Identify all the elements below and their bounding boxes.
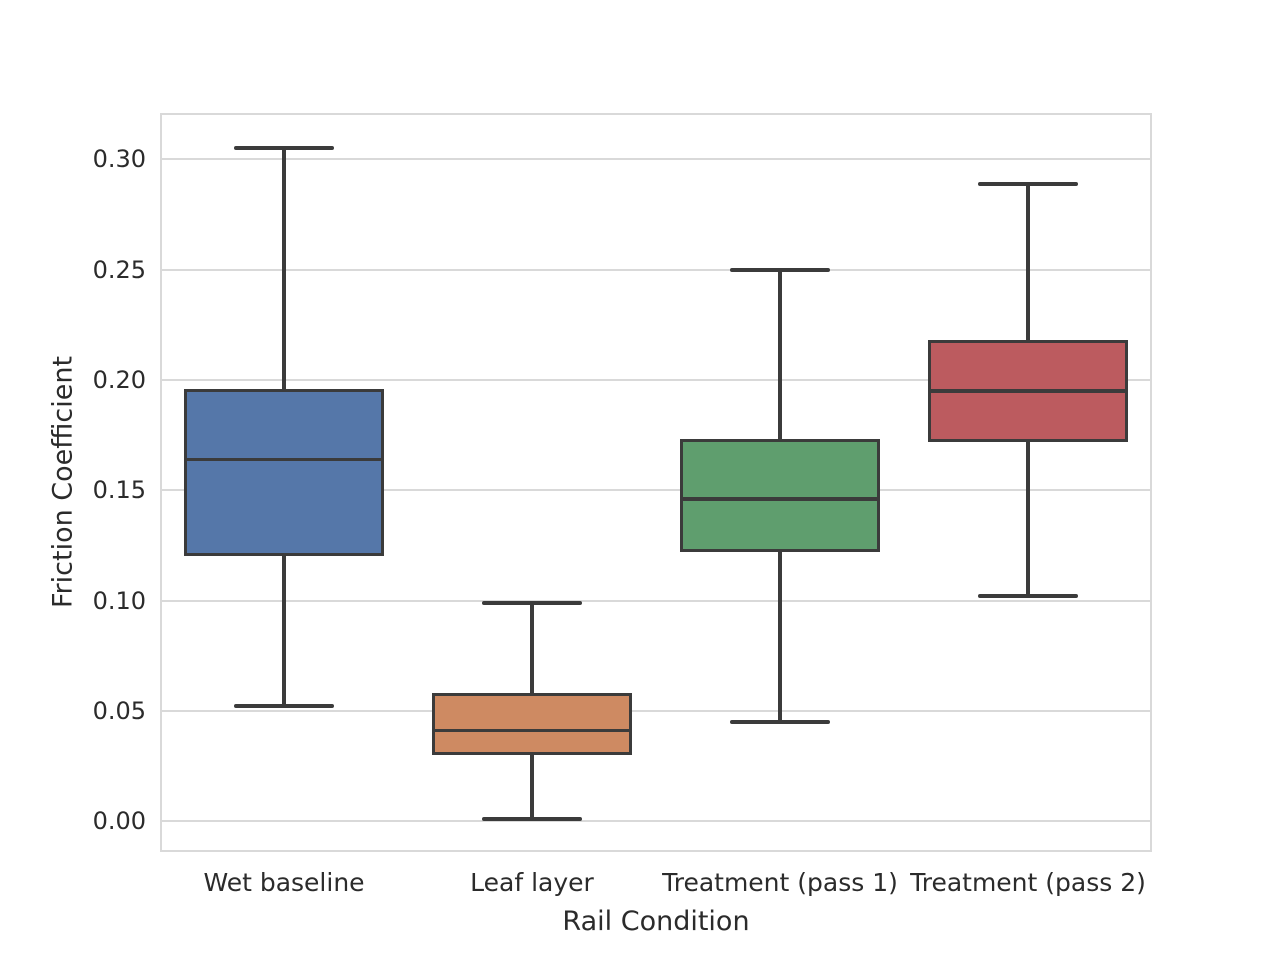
box: [431, 693, 633, 755]
x-tick-label: Wet baseline: [203, 868, 365, 897]
gridline: [160, 158, 1152, 161]
y-axis-label: Friction Coefficient: [47, 355, 79, 609]
whisker-cap-upper: [481, 600, 583, 605]
whisker-upper: [282, 148, 286, 389]
whisker-cap-lower: [481, 816, 583, 821]
x-tick-label: Treatment (pass 1): [662, 868, 898, 897]
y-tick-label: 0.25: [92, 255, 146, 284]
x-tick-label: Treatment (pass 2): [910, 868, 1146, 897]
median-line: [434, 728, 630, 733]
whisker-upper: [1026, 183, 1030, 341]
y-tick-label: 0.05: [92, 696, 146, 725]
gridline: [160, 268, 1152, 271]
y-tick-label: 0.20: [92, 365, 146, 394]
whisker-cap-lower: [729, 719, 831, 724]
x-tick-label: Leaf layer: [470, 868, 594, 897]
gridline: [160, 489, 1152, 492]
median-line: [930, 389, 1126, 393]
whisker-cap-lower: [233, 704, 335, 709]
gridline: [160, 709, 1152, 712]
gridline: [160, 820, 1152, 823]
box: [183, 388, 385, 557]
whisker-cap-upper: [233, 146, 335, 151]
x-axis-label: Rail Condition: [562, 906, 750, 937]
y-tick-label: 0.15: [92, 476, 146, 505]
gridline: [160, 599, 1152, 602]
gridline: [160, 378, 1152, 381]
whisker-lower: [530, 754, 534, 819]
box: [679, 439, 881, 552]
y-tick-label: 0.10: [92, 586, 146, 615]
y-tick-label: 0.00: [92, 807, 146, 836]
whisker-lower: [282, 556, 286, 707]
y-tick-label: 0.30: [92, 145, 146, 174]
plot-area: [160, 113, 1152, 852]
whisker-upper: [778, 269, 782, 440]
whisker-lower: [778, 551, 782, 722]
whisker-lower: [1026, 441, 1030, 597]
whisker-cap-lower: [977, 594, 1079, 599]
whisker-cap-upper: [729, 267, 831, 272]
whisker-cap-upper: [977, 181, 1079, 186]
median-line: [682, 497, 878, 501]
whisker-upper: [530, 602, 534, 694]
median-line: [186, 457, 382, 462]
